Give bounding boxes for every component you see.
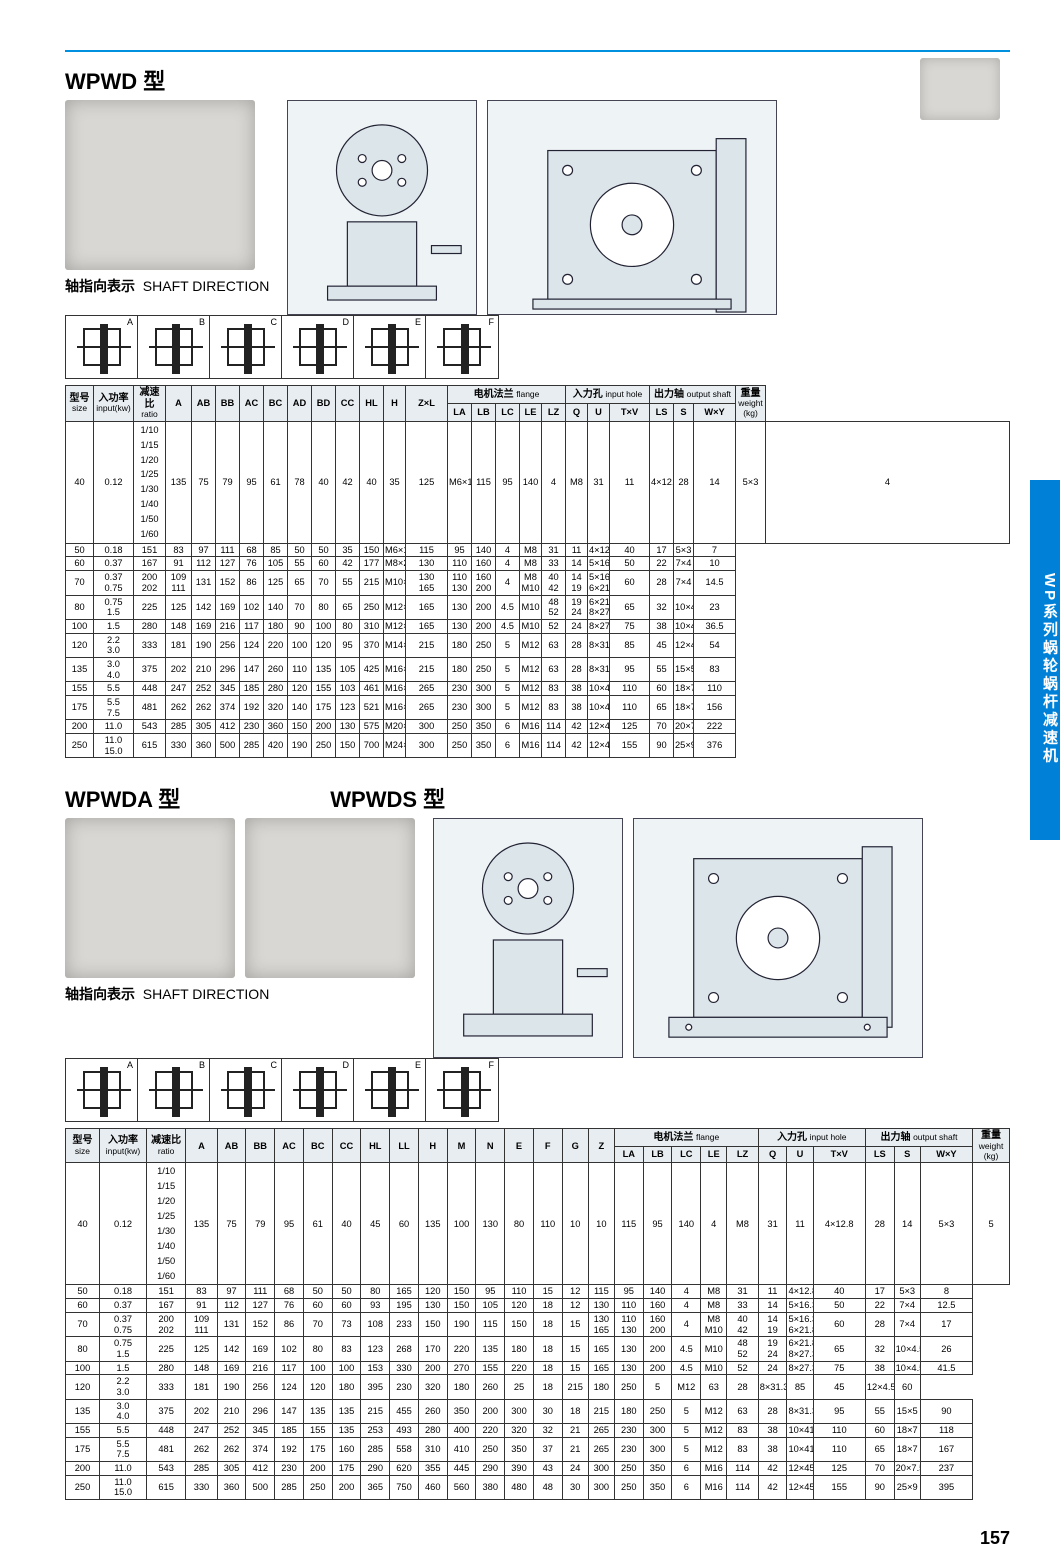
shaft-cell-f: F xyxy=(426,316,498,378)
table-row: 600.371679111212776105556042177M8×201301… xyxy=(66,557,1010,571)
table-wpwda: 型号size入功率input(kw)减速比ratioAABBBACBCCCHLL… xyxy=(65,1128,1010,1500)
shaft-direction-row-2: ABCDEF xyxy=(65,1058,499,1122)
shaft-direction-label-2: 轴指向表示 SHAFT DIRECTION xyxy=(65,984,415,1004)
table-row: 1755.57.5481262262374192320140175123521M… xyxy=(66,696,1010,720)
shaft-direction-label-1: 轴指向表示 SHAFT DIRECTION xyxy=(65,276,269,296)
wpwd-drawing-front xyxy=(287,100,477,315)
table-row: 700.370.75200202109111131152867073108233… xyxy=(66,1312,1010,1336)
table-row: 400.121/10 1/15 1/20 1/25 1/30 1/40 1/50… xyxy=(66,421,1010,543)
corner-product-photo xyxy=(920,58,1000,120)
shaft-cell-f: F xyxy=(426,1059,498,1121)
table-row: 800.751.5225125142169102140708065250M12×… xyxy=(66,595,1010,619)
table-row: 500.1815183971116885505035150M6×18115951… xyxy=(66,543,1010,557)
table-row: 20011.0543285305412230360150200130575M20… xyxy=(66,720,1010,734)
top-rule xyxy=(65,50,1010,52)
table-row: 500.181518397111685050801651201509511015… xyxy=(66,1285,1010,1299)
wpwda-drawing-front xyxy=(433,818,623,1058)
side-tab: WP系列蜗轮蜗杆减速机 xyxy=(1030,480,1060,840)
table-row: 1202.23.033318119025612422010012095370M1… xyxy=(66,633,1010,657)
table-row: 1353.04.03752022102961471351352154552603… xyxy=(66,1399,1010,1423)
table-wpwd: 型号size入功率input(kw)减速比ratioAABBBACBCADBDC… xyxy=(65,385,1010,758)
shaft-cell-c: C xyxy=(210,316,282,378)
table-row: 1555.54482472523451851551352534932804002… xyxy=(66,1424,1010,1438)
table-row: 700.370.75200202109111131152861256570552… xyxy=(66,571,1010,595)
shaft-cell-a: A xyxy=(66,1059,138,1121)
shaft-cell-e: E xyxy=(354,316,426,378)
shaft-cell-d: D xyxy=(282,316,354,378)
wpwd-drawing-side xyxy=(487,100,777,315)
shaft-cell-b: B xyxy=(138,316,210,378)
shaft-cell-c: C xyxy=(210,1059,282,1121)
table-row: 1755.57.54812622623741921751602855583104… xyxy=(66,1437,1010,1461)
table-row: 25011.015.061533036050028542019025015070… xyxy=(66,734,1010,758)
shaft-cell-b: B xyxy=(138,1059,210,1121)
wpwd-photo xyxy=(65,100,255,270)
section1-title: WPWD 型 xyxy=(65,64,1010,96)
table-row: 25011.015.061533036050028525020036575046… xyxy=(66,1475,1010,1499)
table-row: 400.121/10 1/15 1/20 1/25 1/30 1/40 1/50… xyxy=(66,1163,1010,1285)
shaft-cell-e: E xyxy=(354,1059,426,1121)
shaft-direction-row-1: ABCDEF xyxy=(65,315,499,379)
table-row: 1353.04.0375202210296147260110135105425M… xyxy=(66,657,1010,681)
section2-title-s: WPWDS 型 xyxy=(330,782,445,814)
shaft-cell-a: A xyxy=(66,316,138,378)
table-row: 1001.52801481692161171809010080310M12×30… xyxy=(66,619,1010,633)
table-row: 800.751.52251251421691028083123268170220… xyxy=(66,1337,1010,1361)
section2-title-a: WPWDA 型 xyxy=(65,782,180,814)
wpwda-drawing-side xyxy=(633,818,923,1058)
table-row: 600.371679111212776606093195130150105120… xyxy=(66,1299,1010,1313)
page-number: 157 xyxy=(0,1528,1060,1549)
wpwds-photo xyxy=(245,818,415,978)
table-row: 1001.52801481692161171001001533302002701… xyxy=(66,1361,1010,1375)
table-row: 20011.0543285305412230200175290620355445… xyxy=(66,1462,1010,1476)
table-row: 1202.23.03331811902561241201803952303201… xyxy=(66,1375,1010,1399)
shaft-cell-d: D xyxy=(282,1059,354,1121)
wpwda-photo xyxy=(65,818,235,978)
table-row: 1555.5448247252345185280120155103461M16×… xyxy=(66,682,1010,696)
